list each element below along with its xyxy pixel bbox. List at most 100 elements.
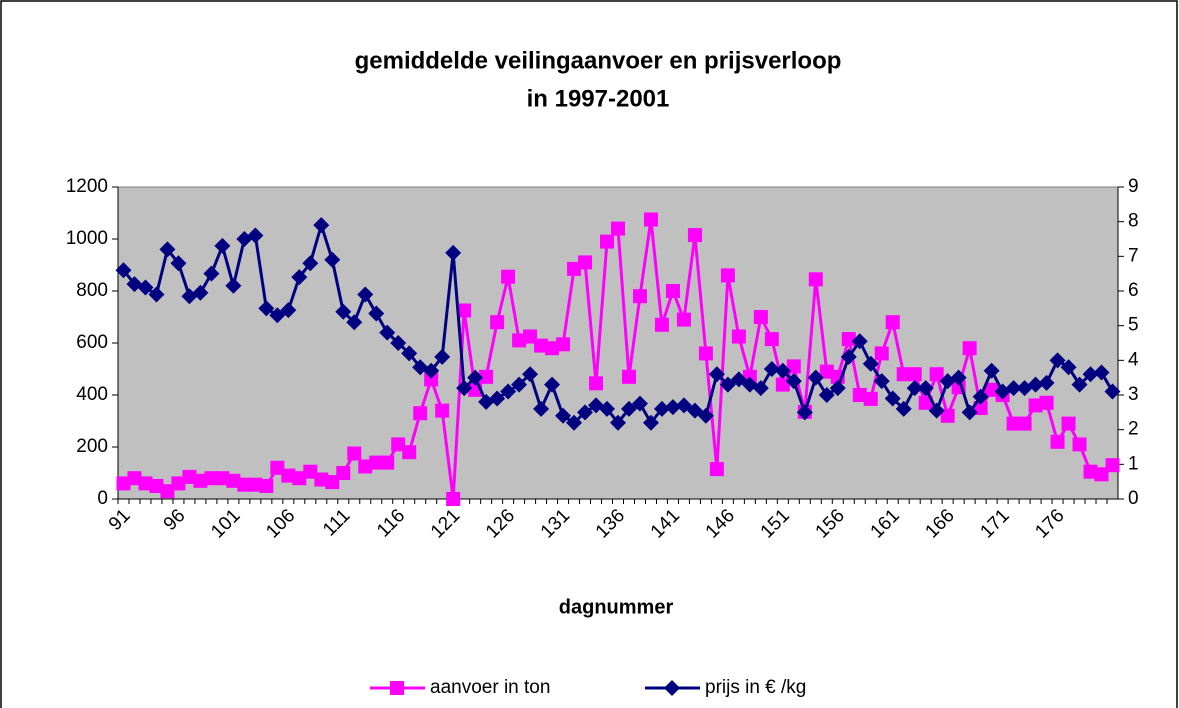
- data-point: [807, 369, 824, 386]
- data-point: [752, 380, 769, 397]
- data-point: [753, 310, 768, 324]
- data-point: [1049, 352, 1066, 369]
- data-point: [160, 484, 175, 499]
- data-point: [786, 359, 801, 374]
- legend-label: prijs in € /kg: [705, 677, 806, 698]
- x-axis-title: dagnummer: [559, 596, 674, 618]
- data-point: [862, 355, 879, 372]
- data-point: [1071, 376, 1088, 393]
- data-point: [302, 255, 319, 272]
- y2-tick-label: 4: [1128, 349, 1139, 370]
- data-point: [785, 373, 802, 390]
- data-point: [523, 329, 538, 344]
- data-point: [424, 372, 439, 387]
- data-point: [1005, 380, 1022, 397]
- data-point: [138, 476, 153, 491]
- data-point: [907, 367, 922, 382]
- data-point: [357, 286, 374, 303]
- data-point: [512, 333, 527, 348]
- y2-tick-label: 7: [1128, 245, 1139, 266]
- data-point: [917, 380, 934, 397]
- data-point: [731, 329, 746, 344]
- data-point: [259, 479, 274, 493]
- data-point: [578, 255, 593, 270]
- data-point: [632, 289, 647, 304]
- legend-label: aanvoer in ton: [430, 677, 550, 698]
- data-point: [391, 437, 406, 452]
- data-point: [1060, 359, 1077, 376]
- data-point: [961, 404, 978, 421]
- data-point: [368, 305, 385, 322]
- data-point: [763, 361, 780, 377]
- data-point: [380, 455, 395, 470]
- y-tick-label: 800: [76, 280, 108, 301]
- chart-title: in 1997-2001: [527, 85, 670, 112]
- data-point: [840, 348, 857, 365]
- y-tick-label: 1000: [66, 228, 108, 249]
- data-point: [610, 414, 626, 431]
- data-point: [852, 388, 867, 402]
- data-point: [445, 244, 462, 261]
- data-point: [467, 369, 484, 386]
- data-point: [544, 376, 561, 393]
- data-point: [534, 338, 549, 353]
- data-point: [247, 227, 264, 244]
- data-point: [511, 376, 528, 393]
- data-point: [313, 217, 330, 234]
- data-point: [248, 477, 263, 492]
- data-point: [643, 212, 658, 227]
- y2-tick-label: 3: [1128, 384, 1139, 405]
- chart-title: gemiddelde veilingaanvoer en prijsverloo…: [355, 47, 842, 74]
- data-point: [1017, 416, 1032, 431]
- data-point: [929, 367, 944, 382]
- y-tick-label: 200: [76, 436, 108, 457]
- data-point: [479, 369, 494, 384]
- data-point: [895, 400, 912, 417]
- data-point: [631, 395, 648, 412]
- y-tick-label: 1200: [66, 176, 108, 197]
- data-point: [819, 364, 834, 379]
- data-point: [1094, 467, 1109, 482]
- data-point: [347, 446, 362, 461]
- data-point: [115, 262, 132, 279]
- data-point: [1061, 416, 1076, 431]
- data-point: [808, 272, 823, 287]
- data-point: [193, 473, 208, 488]
- data-point: [335, 303, 352, 320]
- data-point: [446, 492, 461, 506]
- data-point: [1093, 364, 1110, 381]
- data-point: [258, 300, 275, 317]
- data-point: [127, 471, 142, 486]
- data-point: [885, 315, 900, 330]
- data-point: [149, 479, 164, 493]
- data-point: [621, 369, 636, 384]
- data-point: [665, 284, 680, 298]
- data-point: [522, 366, 539, 383]
- y2-tick-label: 6: [1128, 280, 1139, 301]
- data-point: [369, 455, 384, 470]
- data-point: [962, 341, 977, 356]
- data-point: [577, 404, 594, 421]
- data-point: [774, 362, 791, 379]
- data-point: [226, 473, 241, 488]
- data-point: [324, 251, 341, 268]
- data-point: [873, 373, 890, 390]
- y-tick-label: 0: [97, 488, 108, 509]
- data-point: [379, 324, 396, 341]
- data-point: [851, 333, 868, 350]
- data-point: [192, 284, 209, 301]
- data-point: [1105, 458, 1120, 473]
- data-point: [566, 414, 583, 431]
- data-point: [182, 469, 197, 484]
- data-point: [730, 371, 747, 388]
- data-point: [401, 345, 418, 362]
- data-point: [225, 277, 242, 294]
- data-point: [709, 462, 724, 477]
- data-point: [940, 408, 955, 423]
- data-point: [719, 376, 736, 393]
- data-point: [270, 460, 285, 475]
- data-point: [556, 337, 571, 352]
- data-point: [642, 414, 659, 431]
- data-point: [148, 286, 165, 303]
- data-point: [874, 346, 889, 361]
